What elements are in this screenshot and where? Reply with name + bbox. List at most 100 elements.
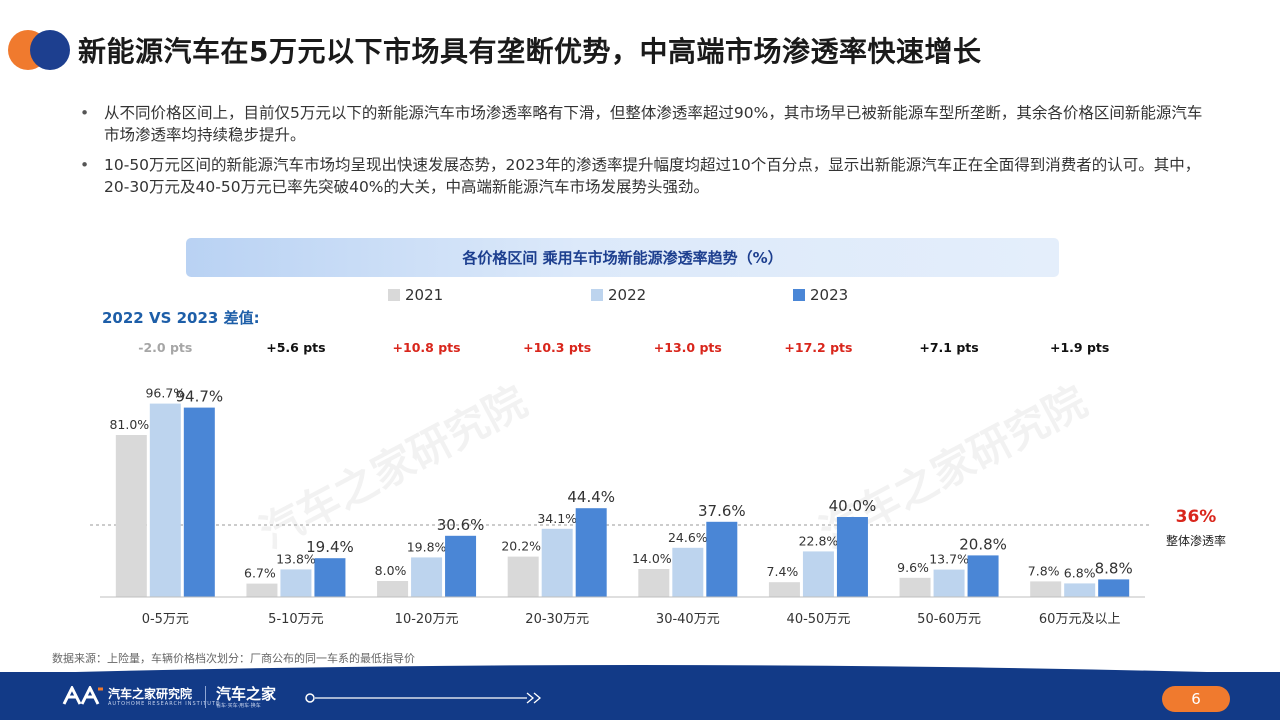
progress-arrow-icon <box>305 692 542 704</box>
data-label: 14.0% <box>632 551 672 566</box>
bar-2021 <box>377 581 409 597</box>
x-tick-label: 50-60万元 <box>917 612 981 627</box>
x-tick-label: 20-30万元 <box>525 612 589 627</box>
data-label: 6.8% <box>1064 565 1096 580</box>
bar-2021 <box>1030 581 1062 597</box>
bar-2022 <box>411 557 443 597</box>
bar-2022 <box>280 569 312 597</box>
legend-label: 2023 <box>810 286 849 304</box>
autohome-logo-icon <box>62 686 103 705</box>
data-label: 9.6% <box>897 560 929 575</box>
bar-2023 <box>575 508 607 597</box>
legend-swatch <box>793 289 805 301</box>
data-label: 8.8% <box>1095 559 1133 577</box>
bar-2023 <box>445 535 477 597</box>
bar-2023 <box>314 558 346 597</box>
watermark-text: 汽车之家研究院 <box>252 377 535 558</box>
bar-2023 <box>706 521 738 597</box>
page-title: 新能源汽车在5万元以下市场具有垄断优势，中高端市场渗透率快速增长 <box>78 35 982 68</box>
bullet-text: 10-50万元区间的新能源汽车市场均呈现出快速发展态势，2023年的渗透率提升幅… <box>104 156 1201 196</box>
bullet-mark: • <box>80 156 90 174</box>
legend-label: 2021 <box>405 286 444 304</box>
legend-swatch <box>388 289 400 301</box>
data-label: 13.7% <box>929 552 969 567</box>
data-label: 7.8% <box>1028 563 1060 578</box>
x-tick-label: 60万元及以上 <box>1039 612 1121 627</box>
data-source-note: 数据来源：上险量，车辆价格档次划分：厂商公布的同一车系的最低指导价 <box>52 652 415 665</box>
bar-2022 <box>1064 583 1096 597</box>
bar-2021 <box>246 583 278 597</box>
bar-2022 <box>933 569 965 597</box>
brand-text: 汽车之家 <box>216 685 277 703</box>
x-tick-label: 0-5万元 <box>142 612 189 627</box>
x-tick-label: 40-50万元 <box>787 612 851 627</box>
legend-label: 2022 <box>608 286 647 304</box>
data-label: 40.0% <box>829 497 877 515</box>
bar-2022 <box>149 403 181 597</box>
difference-row-label: 2022 VS 2023 差值: <box>102 309 260 327</box>
reference-line-label: 36% <box>1176 507 1217 527</box>
bar-2023 <box>836 517 868 597</box>
bar-2021 <box>638 569 670 597</box>
bullet-list: • 从不同价格区间上，目前仅5万元以下的新能源汽车市场渗透率略有下滑，但整体渗透… <box>78 102 1208 206</box>
legend-item-2021: 2021 <box>388 286 443 304</box>
legend-swatch <box>591 289 603 301</box>
difference-label: -2.0 pts <box>138 340 192 355</box>
difference-label: +5.6 pts <box>266 340 325 355</box>
data-label: 7.4% <box>767 564 799 579</box>
bar-2022 <box>802 551 834 597</box>
data-label: 44.4% <box>567 488 615 506</box>
bullet-mark: • <box>80 104 90 122</box>
data-label: 96.7% <box>145 386 185 401</box>
bar-2021 <box>507 556 539 597</box>
bullet-item: • 从不同价格区间上，目前仅5万元以下的新能源汽车市场渗透率略有下滑，但整体渗透… <box>78 102 1208 146</box>
footer-bar <box>0 672 1280 720</box>
data-label: 81.0% <box>109 417 149 432</box>
legend-item-2022: 2022 <box>591 286 646 304</box>
bullet-text: 从不同价格区间上，目前仅5万元以下的新能源汽车市场渗透率略有下滑，但整体渗透率超… <box>104 104 1203 144</box>
data-label: 34.1% <box>537 511 577 526</box>
data-label: 30.6% <box>437 516 485 534</box>
data-label: 19.4% <box>306 538 354 556</box>
chart-title-banner: 各价格区间 乘用车市场新能源渗透率趋势（%） <box>186 238 1059 277</box>
bar-2021 <box>768 582 800 597</box>
data-label: 24.6% <box>668 530 708 545</box>
bar-2022 <box>672 547 704 597</box>
reference-line-sublabel: 整体渗透率 <box>1166 533 1226 548</box>
page-number-badge: 6 <box>1162 686 1230 712</box>
difference-label: +13.0 pts <box>654 340 722 355</box>
footer-divider <box>205 686 206 708</box>
difference-label: +1.9 pts <box>1050 340 1109 355</box>
bar-2021 <box>899 577 931 597</box>
data-label: 19.8% <box>407 539 447 554</box>
bar-2023 <box>967 555 999 597</box>
header-logo-dots <box>8 28 72 72</box>
data-label: 22.8% <box>799 533 839 548</box>
legend-item-2023: 2023 <box>793 286 848 304</box>
data-label: 94.7% <box>175 388 223 406</box>
bar-2021 <box>115 435 147 597</box>
difference-label: +7.1 pts <box>919 340 978 355</box>
data-label: 6.7% <box>244 566 276 581</box>
bar-2023 <box>183 407 215 597</box>
data-label: 20.2% <box>501 539 541 554</box>
difference-label: +17.2 pts <box>784 340 852 355</box>
bullet-item: • 10-50万元区间的新能源汽车市场均呈现出快速发展态势，2023年的渗透率提… <box>78 154 1208 198</box>
data-label: 13.8% <box>276 551 316 566</box>
difference-label: +10.8 pts <box>393 340 461 355</box>
data-label: 8.0% <box>375 563 407 578</box>
blue-dot <box>30 30 70 70</box>
difference-label: +10.3 pts <box>523 340 591 355</box>
bar-2023 <box>1098 579 1130 597</box>
x-tick-label: 10-20万元 <box>395 612 459 627</box>
x-tick-label: 30-40万元 <box>656 612 720 627</box>
brand-subtext: 看车·买车·用车·换车 <box>216 703 261 709</box>
x-tick-label: 5-10万元 <box>268 612 324 627</box>
logo-text: 汽车之家研究院 <box>108 687 193 701</box>
data-label: 37.6% <box>698 502 746 520</box>
chart-legend: 2021 2022 2023 <box>0 286 1280 308</box>
data-label: 20.8% <box>959 535 1007 553</box>
logo-subtext: AUTOHOME RESEARCH INSTITUTE <box>108 701 221 707</box>
bar-2022 <box>541 528 573 597</box>
